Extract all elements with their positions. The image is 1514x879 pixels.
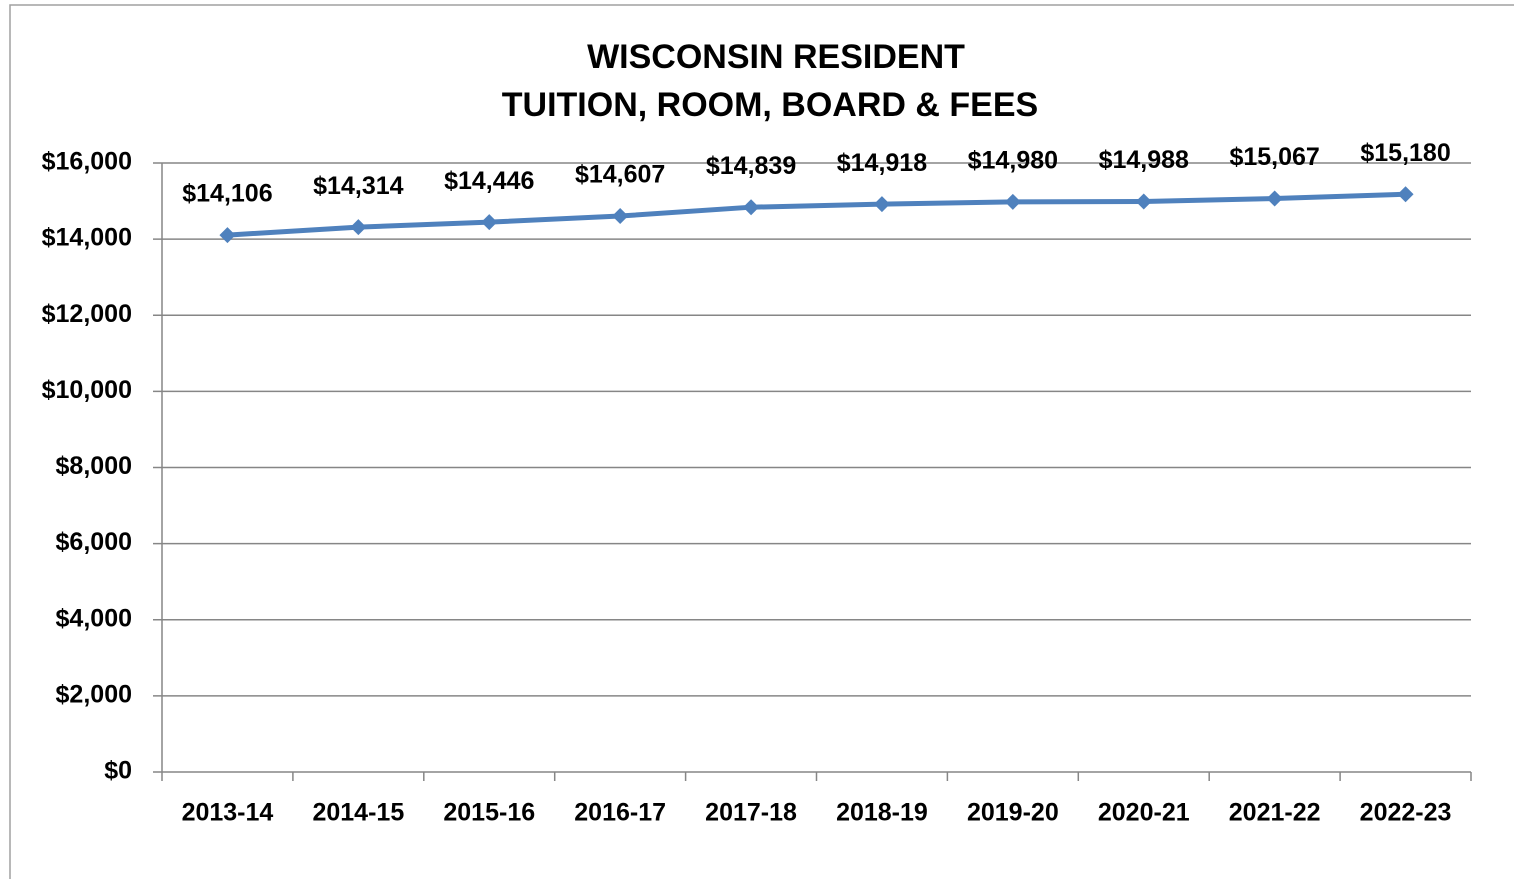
x-tick-label: 2014-15 (312, 799, 404, 827)
chart-title: WISCONSIN RESIDENT (587, 38, 965, 76)
y-tick-label: $14,000 (42, 224, 132, 252)
x-tick-label: 2015-16 (443, 799, 535, 827)
x-tick-label: 2013-14 (182, 799, 274, 827)
data-label: $14,988 (1099, 146, 1189, 174)
data-point (1266, 190, 1283, 207)
data-point (1135, 193, 1152, 210)
data-point (1397, 186, 1414, 203)
y-tick-label: $0 (104, 757, 132, 785)
data-label: $14,314 (313, 172, 403, 200)
data-label: $14,106 (182, 180, 272, 208)
x-tick-label: 2018-19 (836, 799, 928, 827)
y-tick-label: $16,000 (42, 148, 132, 176)
chart-title: TUITION, ROOM, BOARD & FEES (502, 86, 1038, 124)
data-label: $14,446 (444, 167, 534, 195)
data-point (1004, 193, 1021, 210)
x-tick-label: 2020-21 (1098, 799, 1190, 827)
data-label: $14,839 (706, 152, 796, 180)
data-point (481, 214, 498, 231)
y-tick-label: $6,000 (56, 528, 132, 556)
data-label: $14,980 (968, 146, 1058, 174)
chart-frame (9, 4, 1514, 879)
y-tick-label: $2,000 (56, 680, 132, 708)
data-label: $14,607 (575, 161, 665, 189)
x-tick-label: 2017-18 (705, 799, 797, 827)
y-tick-label: $10,000 (42, 376, 132, 404)
data-label: $14,918 (837, 149, 927, 177)
y-tick-label: $12,000 (42, 300, 132, 328)
data-label: $15,067 (1229, 143, 1319, 171)
data-label: $15,180 (1360, 139, 1450, 167)
x-tick-label: 2019-20 (967, 799, 1059, 827)
data-line (227, 191, 1406, 238)
y-tick-label: $4,000 (56, 604, 132, 632)
data-point (873, 196, 890, 213)
data-point (612, 208, 629, 225)
data-point (350, 219, 367, 236)
x-tick-label: 2016-17 (574, 799, 666, 827)
y-tick-label: $8,000 (56, 452, 132, 480)
data-point (743, 199, 760, 216)
x-tick-label: 2021-22 (1229, 799, 1321, 827)
x-tick-label: 2022-23 (1360, 799, 1452, 827)
data-point (219, 227, 236, 244)
